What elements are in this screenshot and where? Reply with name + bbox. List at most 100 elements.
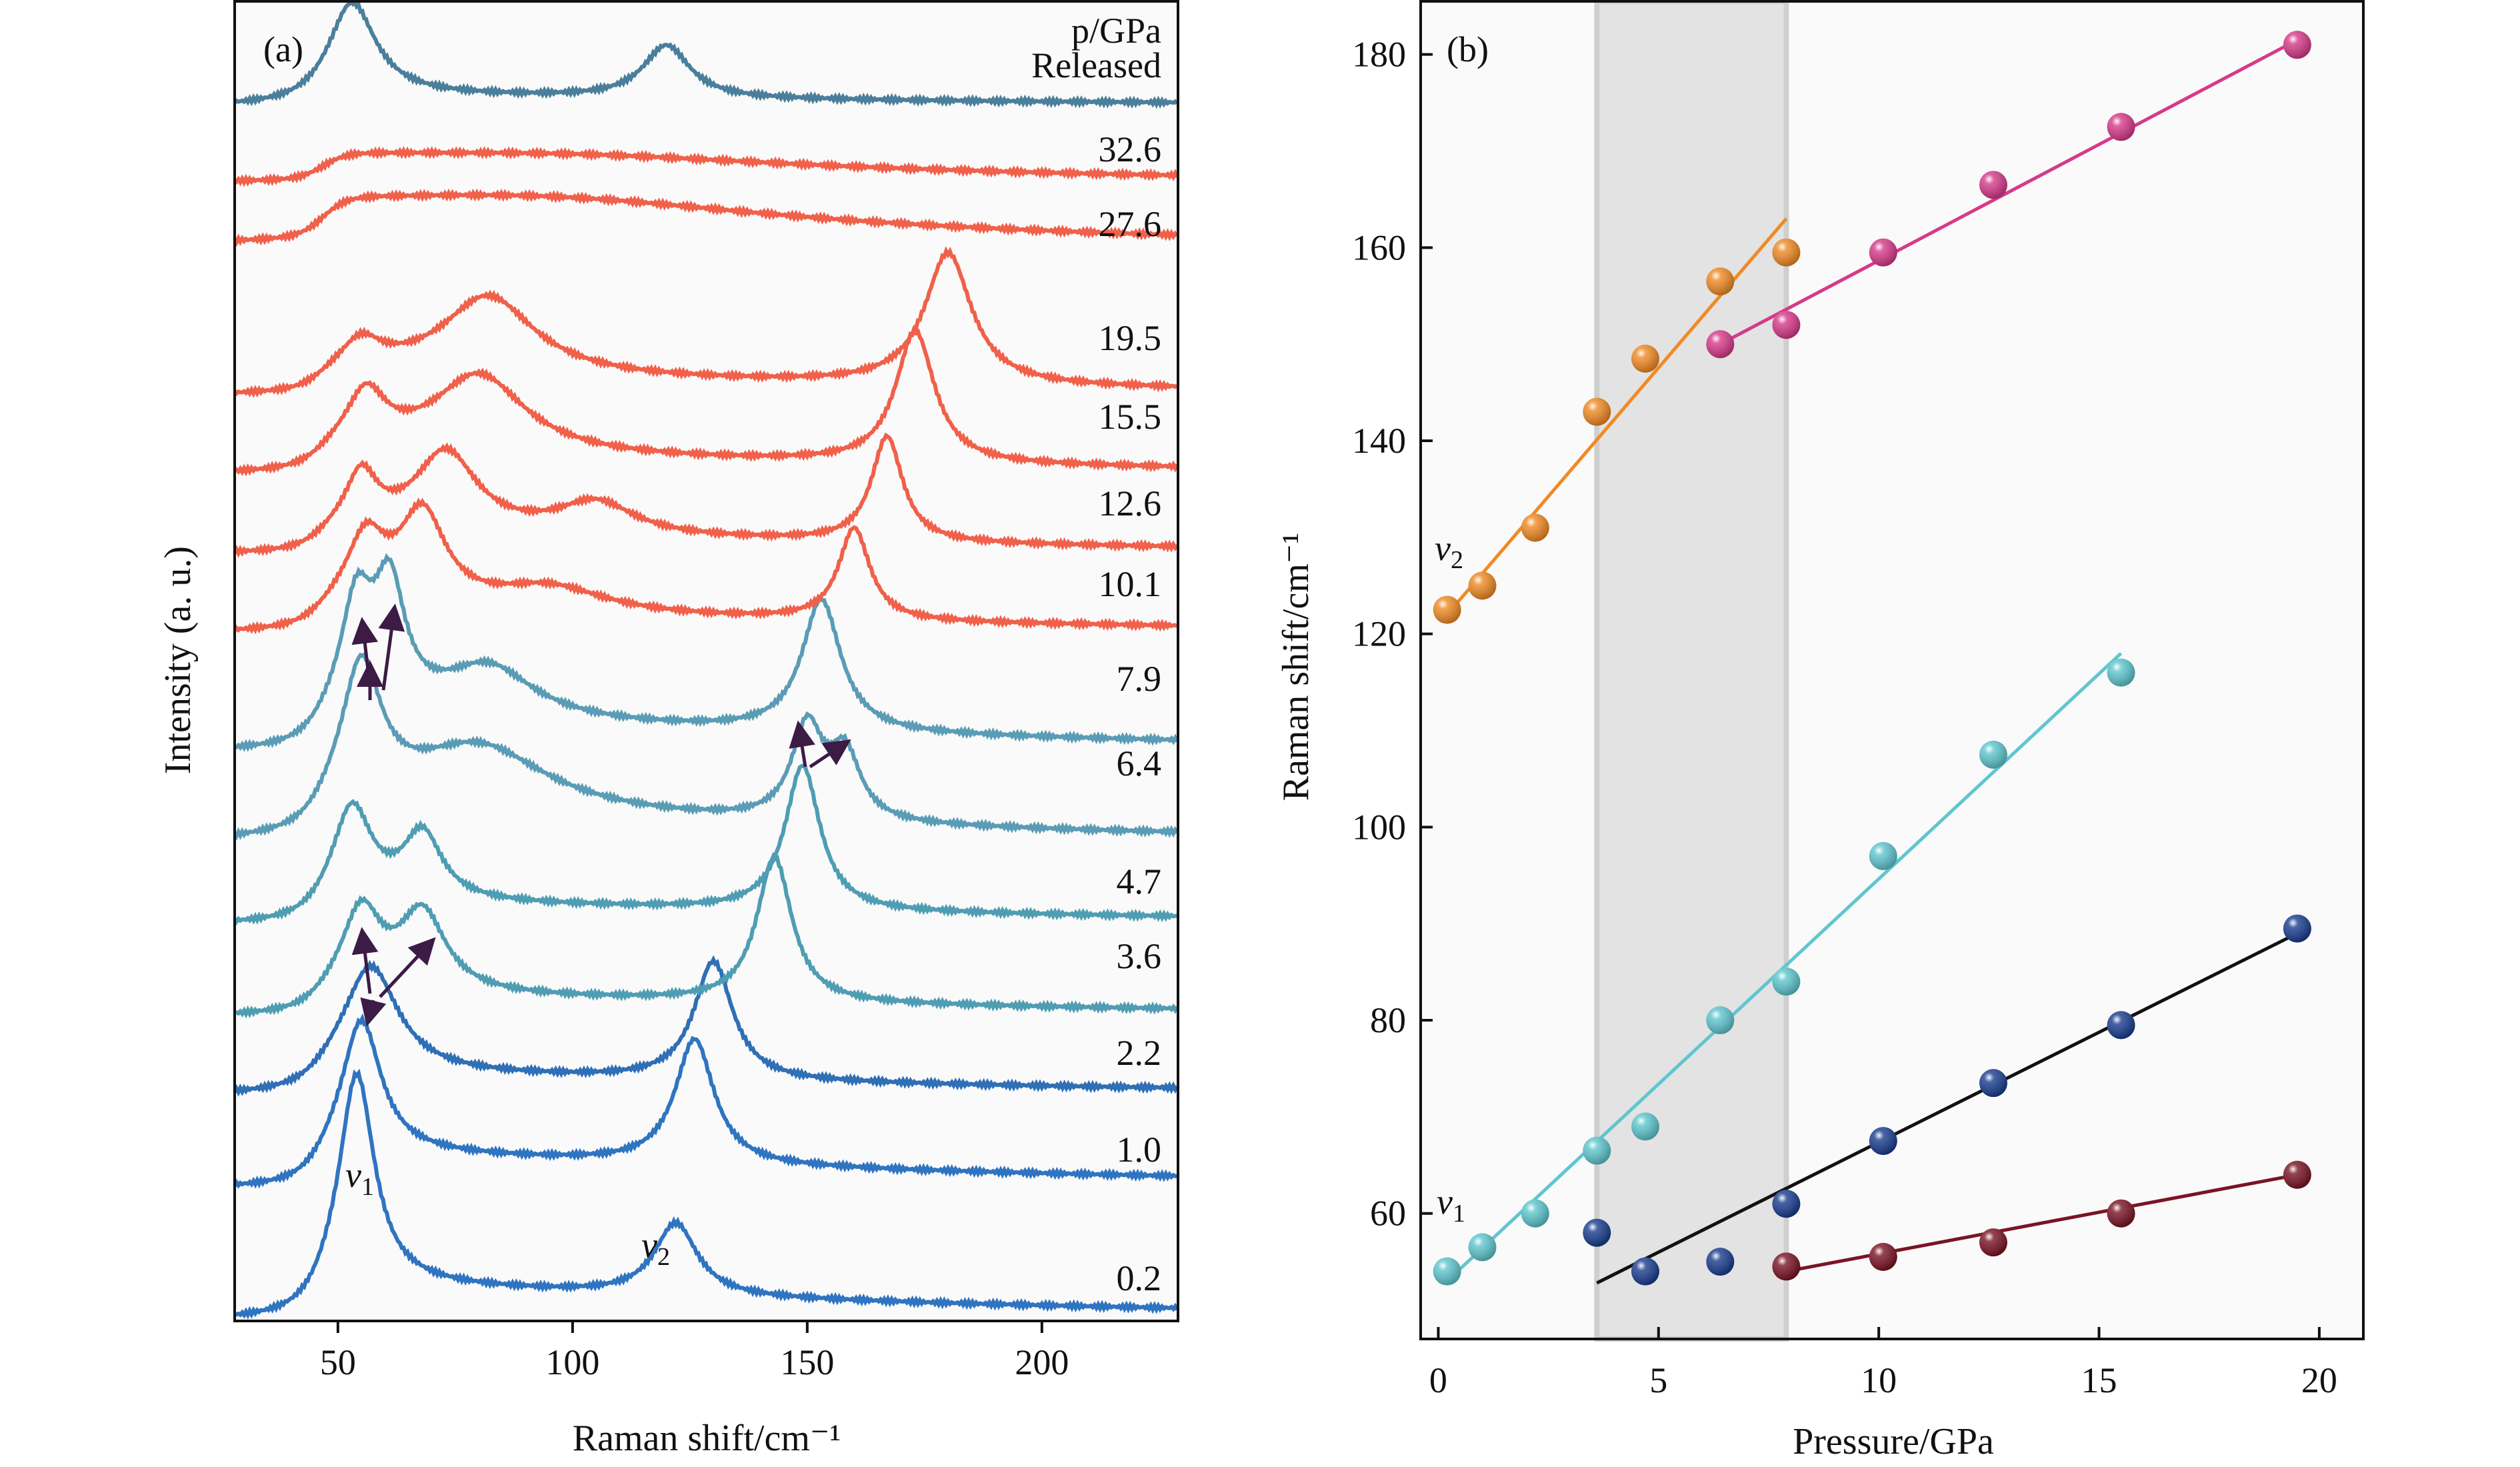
shift-arrow <box>378 603 405 691</box>
panel-a-ylabel: Intensity (a. u.) <box>157 546 199 774</box>
data-point-highlight <box>1772 1190 1801 1218</box>
data-point-highlight <box>1772 1252 1801 1281</box>
data-point-highlight <box>1433 1257 1461 1286</box>
data-point-highlight <box>1772 311 1801 339</box>
pressure-label: 2.2 <box>1117 1033 1162 1073</box>
panel-a-label: (a) <box>263 29 303 69</box>
x-tick-label: 100 <box>545 1342 599 1382</box>
spectrum-line-6.4 <box>233 651 1179 841</box>
x-tick-label: 0 <box>1429 1360 1447 1400</box>
data-point-highlight <box>1631 1257 1659 1286</box>
y-tick-label: 100 <box>1352 807 1406 847</box>
data-point-highlight <box>1772 968 1801 996</box>
panel-b-xlabel: Pressure/GPa <box>1793 1421 1994 1462</box>
data-point-highlight <box>1433 595 1461 624</box>
shift-arrow <box>789 720 815 768</box>
y-tick-label: 160 <box>1352 227 1406 267</box>
pressure-label: 19.5 <box>1099 318 1162 358</box>
shift-arrow <box>360 997 387 1027</box>
data-point-highlight <box>1979 1228 2007 1257</box>
data-point-highlight <box>1583 1136 1611 1165</box>
data-point-highlight <box>1583 397 1611 426</box>
data-point-highlight <box>1869 1242 1897 1271</box>
data-point-highlight <box>2107 1011 2135 1040</box>
plot-frame <box>1419 0 2365 1340</box>
pressure-label: 0.2 <box>1117 1258 1162 1298</box>
v1-label: v1 <box>345 1155 374 1201</box>
spectrum-line-4.7 <box>233 764 1178 926</box>
panel-a-xlabel: Raman shift/cm⁻¹ <box>573 1418 841 1459</box>
data-point-highlight <box>1869 238 1897 267</box>
x-tick-label: 10 <box>1861 1360 1897 1400</box>
fit-line <box>1719 38 2299 346</box>
data-point-highlight <box>1631 344 1659 373</box>
fit-line <box>1445 651 2123 1282</box>
pressure-label: 15.5 <box>1099 397 1162 437</box>
pressure-label: 27.6 <box>1099 204 1162 244</box>
y-tick-label: 180 <box>1352 35 1406 75</box>
data-point-highlight <box>1631 1112 1659 1141</box>
pressure-label: 3.6 <box>1117 936 1162 976</box>
shift-arrow <box>809 739 851 769</box>
y-tick-label: 120 <box>1352 614 1406 654</box>
pressure-label: 4.7 <box>1117 862 1162 902</box>
data-point-highlight <box>1979 171 2007 199</box>
spectrum-line-Released <box>233 0 1179 109</box>
data-point-highlight <box>1869 1127 1897 1156</box>
data-point-highlight <box>1979 1069 2007 1098</box>
panel-b-label: (b) <box>1447 29 1489 69</box>
shift-arrow <box>379 937 436 998</box>
spectrum-line-19.5 <box>233 246 1179 398</box>
pressure-label: 12.6 <box>1099 483 1162 523</box>
spectrum-line-2.2 <box>233 955 1179 1097</box>
spectrum-line-15.5 <box>233 324 1179 477</box>
spectrum-line-3.6 <box>234 852 1179 1019</box>
x-tick-label: 20 <box>2301 1360 2337 1400</box>
spectrum-line-0.2 <box>234 1068 1179 1320</box>
data-point-highlight <box>1869 842 1897 870</box>
y-tick-label: 140 <box>1352 421 1406 461</box>
y-tick-label: 60 <box>1370 1194 1406 1234</box>
plot-frame <box>233 0 1179 1322</box>
panel-a: 0.2 1.0 2.2 3.6 4.7 6.4 7.9 10.1 12.6 15.5 19.5 27.… <box>233 0 1179 1382</box>
transition-region <box>1594 0 1789 1342</box>
plot-background <box>1421 1 2363 1339</box>
data-point-highlight <box>2107 1199 2135 1228</box>
spectrum-line-32.6 <box>233 146 1179 187</box>
shift-arrow <box>351 927 379 994</box>
data-point-highlight <box>1583 1218 1611 1247</box>
data-point-highlight <box>1979 740 2007 769</box>
pressure-label: 10.1 <box>1099 564 1162 604</box>
data-point-highlight <box>1468 1233 1497 1262</box>
data-point-highlight <box>1772 238 1801 267</box>
data-point-highlight <box>2283 31 2311 59</box>
pressure-label: 1.0 <box>1117 1130 1162 1170</box>
pressure-label: 7.9 <box>1117 659 1162 699</box>
x-tick-label: 15 <box>2081 1360 2117 1400</box>
x-tick-label: 5 <box>1649 1360 1667 1400</box>
data-point-highlight <box>1706 1006 1735 1035</box>
spectrum-line-7.9 <box>234 553 1179 752</box>
data-point-highlight <box>2283 914 2311 943</box>
data-point-highlight <box>2107 113 2135 141</box>
data-point-highlight <box>2107 658 2135 687</box>
y-tick-label: 80 <box>1370 1000 1406 1040</box>
x-tick-label: 50 <box>320 1342 356 1382</box>
v1-label: v1 <box>1437 1182 1465 1228</box>
spectrum-line-27.6 <box>233 188 1179 247</box>
spectrum-line-1.0 <box>233 1013 1177 1189</box>
data-point-highlight <box>1468 571 1497 600</box>
pressure-label: 6.4 <box>1117 744 1162 784</box>
x-tick-label: 150 <box>780 1342 834 1382</box>
legend-title: p/GPa <box>1071 11 1161 51</box>
data-point-highlight <box>1706 267 1735 296</box>
spectrum-line-10.1 <box>233 497 1179 635</box>
x-tick-label: 200 <box>1015 1342 1069 1382</box>
data-point-highlight <box>1521 1199 1549 1228</box>
pressure-label: Released <box>1031 45 1161 85</box>
pressure-label: 32.6 <box>1099 129 1162 169</box>
data-point-highlight <box>1706 1248 1735 1276</box>
fit-line <box>1596 932 2299 1285</box>
